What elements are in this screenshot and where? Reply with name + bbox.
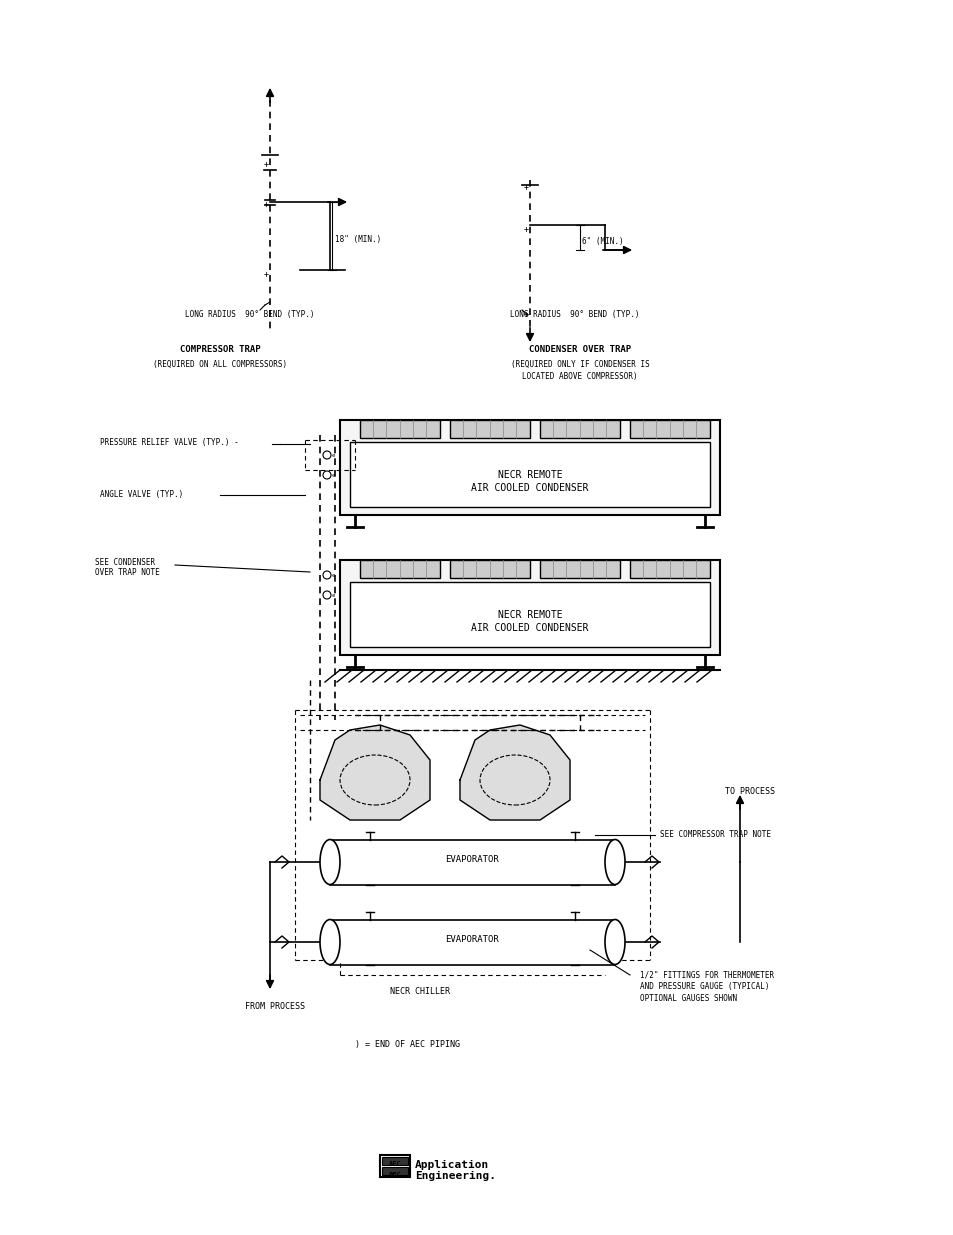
Bar: [350, 582, 709, 647]
Text: AIR COOLED CONDENSER: AIR COOLED CONDENSER: [471, 622, 588, 634]
Text: SEE CONDENSER
OVER TRAP NOTE: SEE CONDENSER OVER TRAP NOTE: [95, 558, 159, 578]
Polygon shape: [459, 725, 569, 820]
Bar: [330, 920, 615, 965]
Text: NECR REMOTE: NECR REMOTE: [497, 471, 561, 480]
Text: (REQUIRED ONLY IF CONDENSER IS: (REQUIRED ONLY IF CONDENSER IS: [510, 359, 649, 369]
Text: 18" (MIN.): 18" (MIN.): [335, 235, 381, 245]
Bar: [379, 1155, 410, 1177]
Ellipse shape: [604, 920, 624, 965]
Bar: [450, 420, 530, 438]
Text: +: +: [263, 270, 268, 279]
Text: TO PROCESS: TO PROCESS: [724, 787, 774, 797]
Bar: [339, 559, 720, 655]
Text: LONG RADIUS  90° BEND (TYP.): LONG RADIUS 90° BEND (TYP.): [510, 310, 639, 319]
Text: 6" (MIN.): 6" (MIN.): [581, 237, 623, 246]
Bar: [629, 420, 709, 438]
Text: SEE COMPRESSOR TRAP NOTE: SEE COMPRESSOR TRAP NOTE: [659, 830, 770, 839]
Bar: [339, 420, 720, 515]
Text: Engineering.: Engineering.: [415, 1171, 496, 1181]
Text: Application: Application: [415, 1160, 489, 1170]
Text: +: +: [263, 161, 268, 169]
Bar: [350, 442, 709, 508]
Bar: [359, 420, 439, 438]
Text: e: e: [332, 473, 335, 478]
Text: EVAPORATOR: EVAPORATOR: [445, 935, 498, 944]
Text: e: e: [332, 593, 335, 598]
Text: LONG RADIUS  90° BEND (TYP.): LONG RADIUS 90° BEND (TYP.): [185, 310, 314, 319]
Bar: [539, 559, 619, 578]
Text: CONDENSER OVER TRAP: CONDENSER OVER TRAP: [528, 345, 630, 354]
Bar: [450, 559, 530, 578]
Text: e: e: [332, 573, 335, 578]
Text: EVAPORATOR: EVAPORATOR: [445, 855, 498, 863]
Text: ANGLE VALVE (TYP.): ANGLE VALVE (TYP.): [100, 490, 183, 499]
Text: 1/2" FITTINGS FOR THERMOMETER: 1/2" FITTINGS FOR THERMOMETER: [639, 969, 773, 979]
Text: +: +: [523, 225, 528, 233]
Polygon shape: [319, 725, 430, 820]
Text: e: e: [332, 453, 335, 458]
Text: PRESSURE RELIEF VALVE (TYP.) -: PRESSURE RELIEF VALVE (TYP.) -: [100, 438, 238, 447]
Bar: [381, 1167, 408, 1174]
Ellipse shape: [604, 840, 624, 884]
Text: aec: aec: [388, 1171, 401, 1177]
Ellipse shape: [319, 840, 339, 884]
Text: FROM PROCESS: FROM PROCESS: [245, 1002, 305, 1011]
Bar: [381, 1157, 408, 1165]
Text: LOCATED ABOVE COMPRESSOR): LOCATED ABOVE COMPRESSOR): [521, 372, 638, 382]
Bar: [539, 420, 619, 438]
Text: COMPRESSOR TRAP: COMPRESSOR TRAP: [179, 345, 260, 354]
Text: NECR CHILLER: NECR CHILLER: [390, 987, 450, 995]
Text: (REQUIRED ON ALL COMPRESSORS): (REQUIRED ON ALL COMPRESSORS): [152, 359, 287, 369]
Text: AIR COOLED CONDENSER: AIR COOLED CONDENSER: [471, 483, 588, 493]
Ellipse shape: [319, 920, 339, 965]
Text: AEC: AEC: [388, 1161, 401, 1167]
Text: +: +: [523, 183, 528, 191]
Text: OPTIONAL GAUGES SHOWN: OPTIONAL GAUGES SHOWN: [639, 994, 737, 1003]
Bar: [359, 559, 439, 578]
Text: +: +: [263, 200, 268, 209]
Text: NECR REMOTE: NECR REMOTE: [497, 610, 561, 620]
Text: ) = END OF AEC PIPING: ) = END OF AEC PIPING: [355, 1040, 459, 1049]
Bar: [629, 559, 709, 578]
Text: AND PRESSURE GAUGE (TYPICAL): AND PRESSURE GAUGE (TYPICAL): [639, 982, 769, 990]
Bar: [330, 840, 615, 885]
Text: +: +: [523, 310, 528, 319]
